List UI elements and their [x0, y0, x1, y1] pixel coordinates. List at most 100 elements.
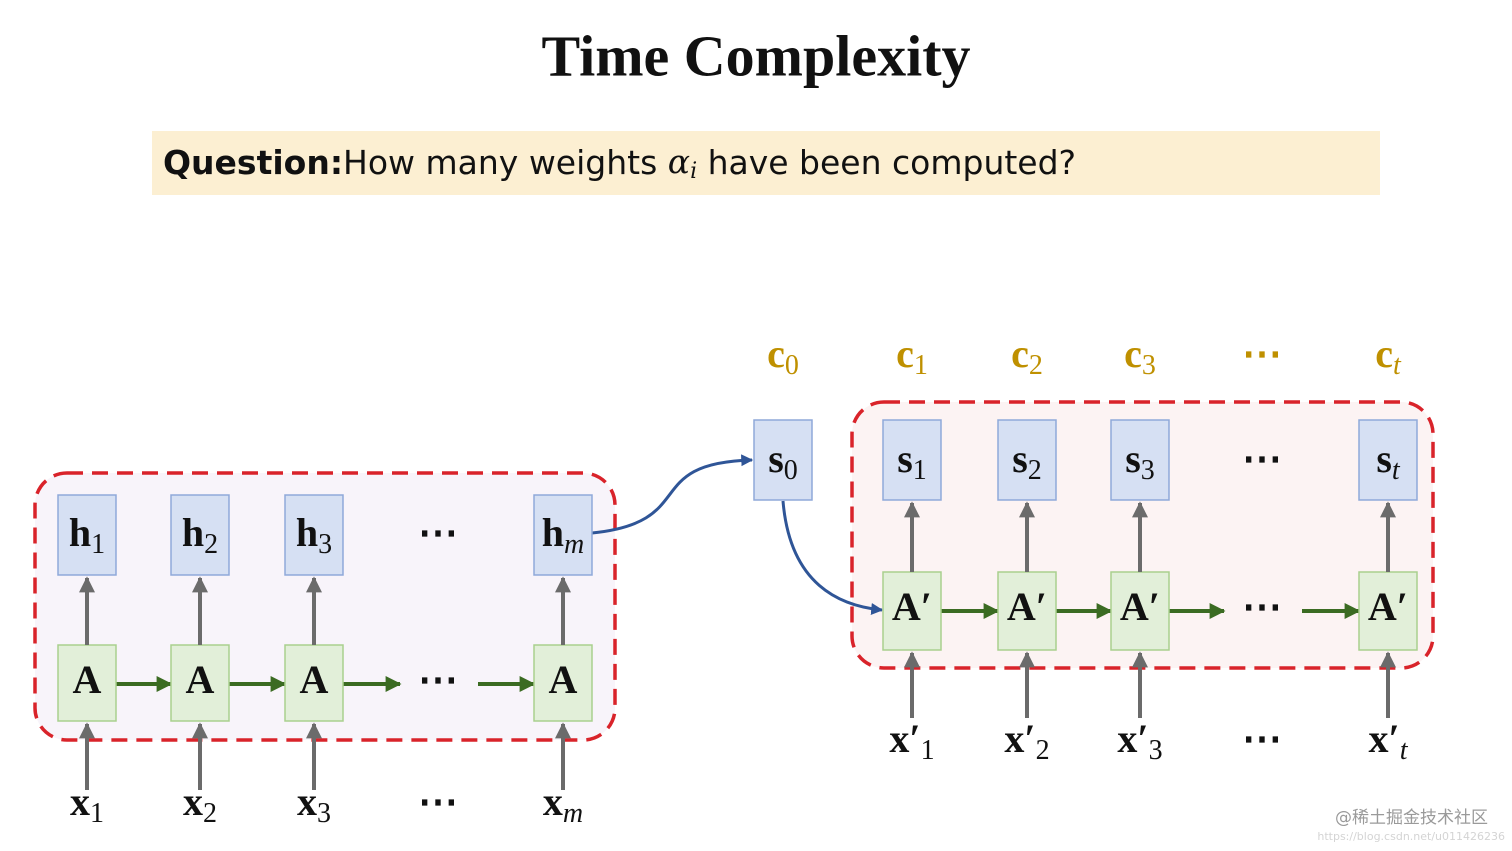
input-label: ⋯ — [1242, 716, 1282, 761]
title: Time Complexity — [541, 23, 970, 88]
encoder-to-decoder-arrow — [591, 454, 754, 535]
input-label-base: x′ — [1117, 716, 1148, 761]
state-label: s3 — [1125, 436, 1155, 486]
context-label: c3 — [1124, 331, 1156, 381]
state-label: s0 — [768, 436, 798, 486]
alpha-sub: i — [690, 159, 697, 184]
context-label-sub: 2 — [1029, 350, 1043, 381]
context-label-sub: t — [1393, 350, 1402, 381]
cell-box — [1358, 571, 1418, 651]
state-label-sub: 0 — [784, 455, 798, 486]
hidden-label: h3 — [296, 510, 332, 560]
cell-label: ⋯ — [1242, 584, 1282, 629]
input-label: xm — [543, 779, 583, 829]
state-label-base: s — [768, 436, 784, 481]
context-label-base: c — [896, 331, 914, 376]
input-label-base: x — [297, 779, 317, 824]
input-label-base: x′ — [1368, 716, 1399, 761]
hidden-label-base: h — [69, 510, 91, 555]
input-label-base: x′ — [1004, 716, 1035, 761]
context-label-base: c — [1124, 331, 1142, 376]
input-label-sub: t — [1400, 735, 1409, 766]
state-to-cell-arrow — [781, 500, 884, 615]
input-label-sub: 2 — [1036, 735, 1050, 766]
state-label-sub: 1 — [913, 455, 927, 486]
state-box — [1110, 419, 1170, 501]
input-label-base: x — [543, 779, 563, 824]
question-text: How many weights — [343, 143, 668, 182]
state-label: ⋯ — [1242, 436, 1282, 481]
input-label-sub: m — [563, 798, 583, 829]
context-label-base: c — [1375, 331, 1393, 376]
cell-box — [533, 644, 593, 722]
cell-label: A′ — [1007, 584, 1047, 629]
input-label: ⋯ — [418, 779, 458, 824]
state-box — [1358, 419, 1418, 501]
hidden-label-sub: 3 — [318, 529, 332, 560]
context-label: ct — [1375, 331, 1402, 381]
input-label-sub: 1 — [921, 735, 935, 766]
question-box — [152, 131, 1380, 195]
question: Question:How many weights αi have been c… — [163, 142, 1076, 184]
hidden-label: h2 — [182, 510, 218, 560]
input-label: x3 — [297, 779, 331, 829]
state-label-base: s — [1012, 436, 1028, 481]
hidden-label-sub: 2 — [204, 529, 218, 560]
cell-box — [1110, 571, 1170, 651]
question-text: have been computed? — [697, 143, 1076, 182]
state-box — [284, 494, 344, 576]
input-label-base: x′ — [889, 716, 920, 761]
state-label-sub: 2 — [1028, 455, 1042, 486]
state-box — [533, 494, 593, 576]
context-label-base: c — [767, 331, 785, 376]
cell-label: ⋯ — [418, 657, 458, 702]
context-label: c0 — [767, 331, 799, 381]
hidden-label-base: h — [182, 510, 204, 555]
input-label: x′2 — [1004, 716, 1049, 766]
cell-label: A — [186, 657, 215, 702]
cell-box — [170, 644, 230, 722]
state-label-base: s — [1376, 436, 1392, 481]
input-label: x′1 — [889, 716, 934, 766]
cell-box — [57, 644, 117, 722]
context-label-sub: 1 — [914, 350, 928, 381]
hidden-label-base: h — [296, 510, 318, 555]
hidden-label-base: h — [542, 510, 564, 555]
state-label-base: s — [897, 436, 913, 481]
state-label-base: s — [1125, 436, 1141, 481]
state-label: s2 — [1012, 436, 1042, 486]
cell-label: A′ — [892, 584, 932, 629]
input-label-base: x — [70, 779, 90, 824]
context-label: ⋯ — [1242, 331, 1282, 376]
state-box — [997, 419, 1057, 501]
hidden-label: h1 — [69, 510, 105, 560]
cell-label: A — [73, 657, 102, 702]
hidden-label: hm — [542, 510, 584, 560]
watermark: @稀土掘金技术社区 — [1335, 808, 1488, 828]
input-label-sub: 2 — [203, 798, 217, 829]
context-label-base: c — [1011, 331, 1029, 376]
hidden-label-sub: 1 — [91, 529, 105, 560]
watermark-url: https://blog.csdn.net/u011426236 — [1317, 830, 1505, 843]
hidden-label-sub: m — [564, 529, 584, 560]
input-label-sub: 3 — [1149, 735, 1163, 766]
state-label-sub: 3 — [1141, 455, 1155, 486]
context-label-sub: 3 — [1142, 350, 1156, 381]
state-box — [170, 494, 230, 576]
state-label: st — [1376, 436, 1401, 486]
context-label: c1 — [896, 331, 928, 381]
input-label-sub: 1 — [90, 798, 104, 829]
state-box — [882, 419, 942, 501]
state-label: s1 — [897, 436, 927, 486]
input-label-sub: 3 — [317, 798, 331, 829]
input-label-base: x — [183, 779, 203, 824]
cell-box — [882, 571, 942, 651]
hidden-label: ⋯ — [418, 510, 458, 555]
input-label: x′3 — [1117, 716, 1162, 766]
cell-label: A′ — [1120, 584, 1160, 629]
input-label: x2 — [183, 779, 217, 829]
state-label-sub: t — [1392, 455, 1401, 486]
context-label-sub: 0 — [785, 350, 799, 381]
question-label: Question: — [163, 143, 343, 182]
